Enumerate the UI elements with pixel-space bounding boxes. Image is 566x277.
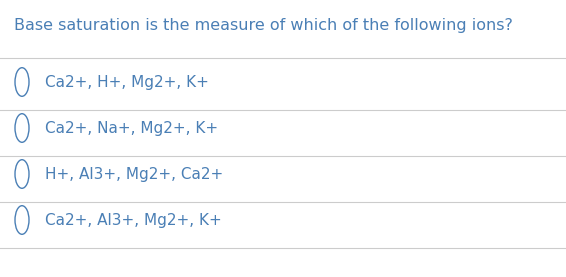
Text: Ca2+, Al3+, Mg2+, K+: Ca2+, Al3+, Mg2+, K+ [45,212,222,227]
Text: Base saturation is the measure of which of the following ions?: Base saturation is the measure of which … [14,18,513,33]
Text: Ca2+, Na+, Mg2+, K+: Ca2+, Na+, Mg2+, K+ [45,120,218,135]
Text: H+, Al3+, Mg2+, Ca2+: H+, Al3+, Mg2+, Ca2+ [45,166,223,181]
Text: Ca2+, H+, Mg2+, K+: Ca2+, H+, Mg2+, K+ [45,75,209,89]
